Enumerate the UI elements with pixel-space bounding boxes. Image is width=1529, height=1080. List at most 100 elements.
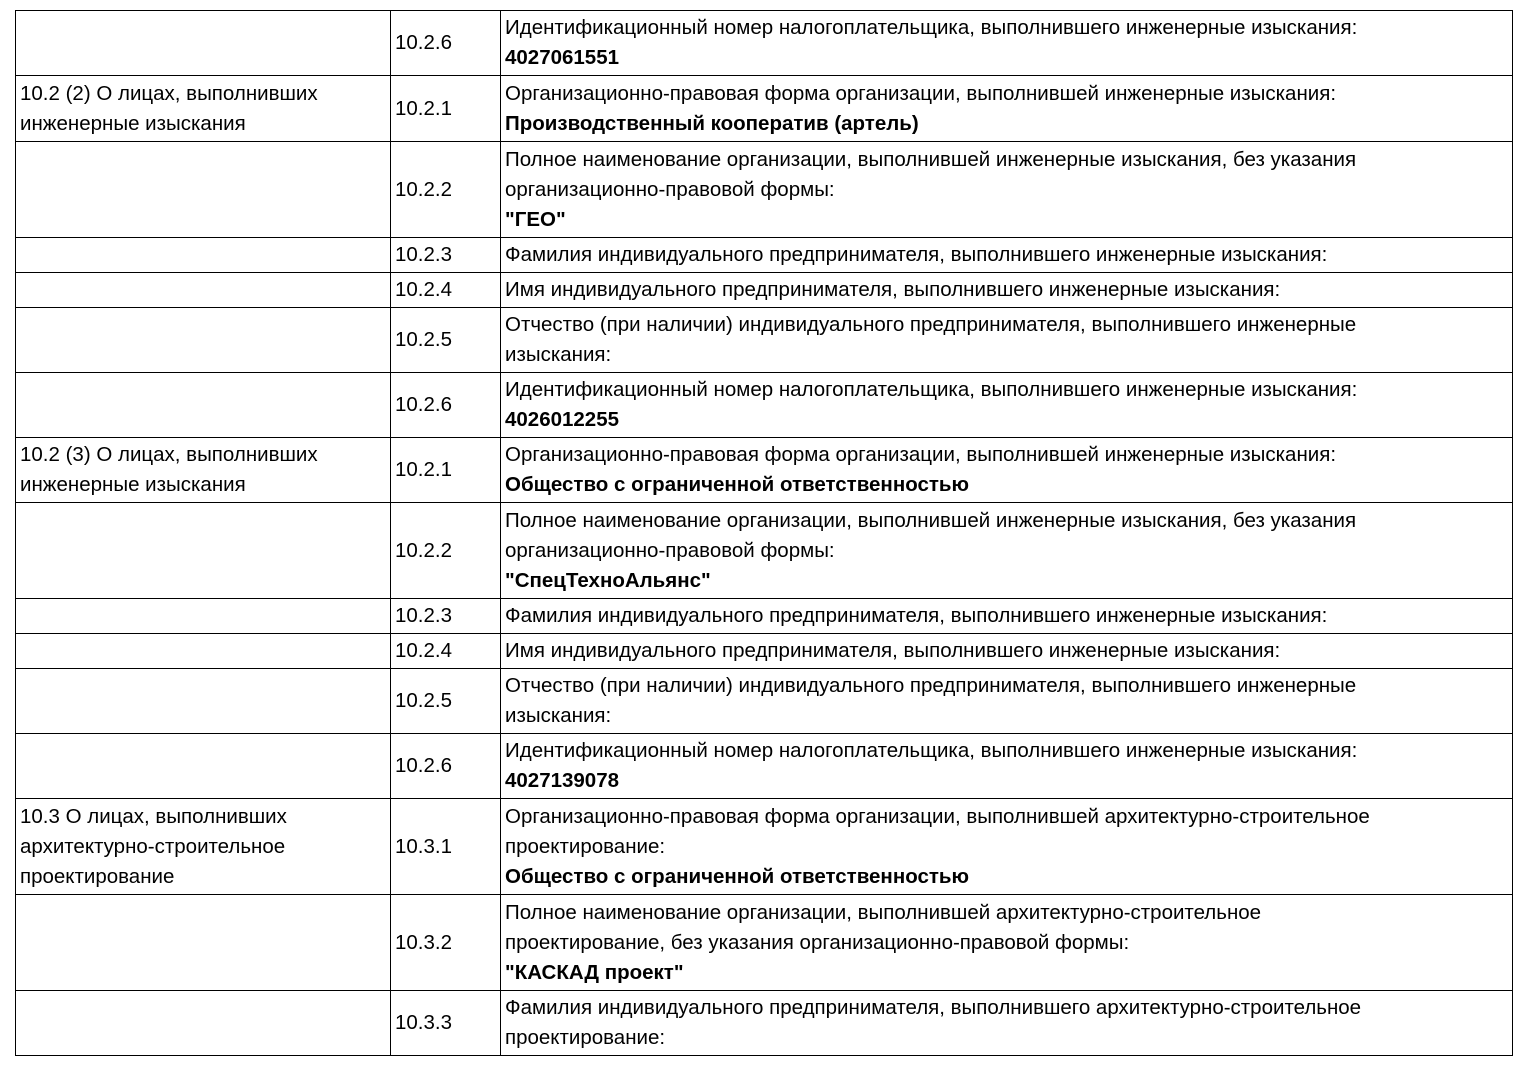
table-row: 10.2.5 Отчество (при наличии) индивидуаль… xyxy=(15,307,1513,373)
field-label: проектирование: xyxy=(505,834,666,858)
section-cell xyxy=(15,237,391,273)
code-cell: 10.2.6 xyxy=(390,10,501,76)
code-cell: 10.3.2 xyxy=(390,894,501,991)
item-code: 10.2.4 xyxy=(395,278,452,301)
field-label: Отчество (при наличии) индивидуального п… xyxy=(505,313,1357,336)
field-value: "ГЕО" xyxy=(505,207,566,231)
table-row: 10.2.2 Полное наименование организации, в… xyxy=(15,141,1513,238)
table-row: 10.3 О лицах, выполнивших архитектурно-ст… xyxy=(15,798,1513,895)
field-value: Общество с ограниченной ответственностью xyxy=(505,473,970,496)
section-cell xyxy=(15,307,391,373)
table-row: 10.2.6 Идентификационный номер налогоплат… xyxy=(15,733,1513,799)
document-table: 10.2.6 Идентификационный номер налогоплат… xyxy=(15,10,1513,1056)
code-cell: 10.2.6 xyxy=(390,372,501,438)
description-cell: Фамилия индивидуального предпринимателя,… xyxy=(500,237,1513,273)
section-title: архитектурно-строительное xyxy=(20,834,286,858)
field-value: Производственный кооператив (артель) xyxy=(505,111,919,135)
code-cell: 10.3.3 xyxy=(390,990,501,1056)
item-code: 10.2.5 xyxy=(395,689,452,712)
item-code: 10.3.3 xyxy=(395,1011,452,1034)
section-cell: 10.2 (2) О лицах, выполнивших инженерные … xyxy=(15,75,391,142)
section-title: 10.2 (2) О лицах, выполнивших xyxy=(20,81,318,105)
table-row: 10.3.3 Фамилия индивидуального предприним… xyxy=(15,990,1513,1056)
item-code: 10.2.6 xyxy=(395,31,452,54)
section-title: инженерные изыскания xyxy=(20,111,246,135)
section-title: проектирование xyxy=(20,864,175,888)
description-cell: Имя индивидуального предпринимателя, вып… xyxy=(500,633,1513,669)
section-cell xyxy=(15,372,391,438)
item-code: 10.3.2 xyxy=(395,930,452,954)
description-cell: Отчество (при наличии) индивидуального п… xyxy=(500,307,1513,373)
table-row: 10.2.6 Идентификационный номер налогоплат… xyxy=(15,10,1513,76)
field-value: 4027061551 xyxy=(505,46,620,69)
table-row: 10.3.2 Полное наименование организации, в… xyxy=(15,894,1513,991)
description-cell: Идентификационный номер налогоплательщик… xyxy=(500,10,1513,76)
section-cell xyxy=(15,10,391,76)
field-value: Общество с ограниченной ответственностью xyxy=(505,864,970,888)
description-cell: Идентификационный номер налогоплательщик… xyxy=(500,372,1513,438)
field-label: Полное наименование организации, выполни… xyxy=(505,900,1262,924)
description-cell: Отчество (при наличии) индивидуального п… xyxy=(500,668,1513,734)
code-cell: 10.2.1 xyxy=(390,75,501,142)
table-row: 10.2 (2) О лицах, выполнивших инженерные … xyxy=(15,75,1513,142)
field-label: Организационно-правовая форма организаци… xyxy=(505,81,1337,105)
item-code: 10.2.1 xyxy=(395,458,452,481)
code-cell: 10.2.4 xyxy=(390,633,501,669)
field-label: Фамилия индивидуального предпринимателя,… xyxy=(505,996,1362,1019)
item-code: 10.2.6 xyxy=(395,393,452,416)
description-cell: Полное наименование организации, выполни… xyxy=(500,502,1513,599)
field-label: Идентификационный номер налогоплательщик… xyxy=(505,16,1358,39)
item-code: 10.2.1 xyxy=(395,96,452,120)
section-title: инженерные изыскания xyxy=(20,473,246,496)
description-cell: Имя индивидуального предпринимателя, вып… xyxy=(500,272,1513,308)
section-cell: 10.2 (3) О лицах, выполнивших инженерные … xyxy=(15,437,391,503)
code-cell: 10.2.5 xyxy=(390,307,501,373)
code-cell: 10.2.4 xyxy=(390,272,501,308)
field-label: Идентификационный номер налогоплательщик… xyxy=(505,378,1358,401)
field-label: Организационно-правовая форма организаци… xyxy=(505,443,1337,466)
field-label: Полное наименование организации, выполни… xyxy=(505,508,1357,532)
table-row: 10.2.4 Имя индивидуального предпринимател… xyxy=(15,633,1513,669)
description-cell: Организационно-правовая форма организаци… xyxy=(500,75,1513,142)
code-cell: 10.2.5 xyxy=(390,668,501,734)
section-cell xyxy=(15,141,391,238)
field-label: проектирование, без указания организацио… xyxy=(505,930,1130,954)
code-cell: 10.2.1 xyxy=(390,437,501,503)
item-code: 10.2.2 xyxy=(395,177,452,201)
description-cell: Организационно-правовая форма организаци… xyxy=(500,437,1513,503)
section-cell xyxy=(15,598,391,634)
description-cell: Организационно-правовая форма организаци… xyxy=(500,798,1513,895)
table-row: 10.2.2 Полное наименование организации, в… xyxy=(15,502,1513,599)
item-code: 10.2.4 xyxy=(395,639,452,662)
field-label: Отчество (при наличии) индивидуального п… xyxy=(505,674,1357,697)
description-cell: Полное наименование организации, выполни… xyxy=(500,894,1513,991)
description-cell: Фамилия индивидуального предпринимателя,… xyxy=(500,990,1513,1056)
field-label: Полное наименование организации, выполни… xyxy=(505,147,1357,171)
table-row: 10.2.6 Идентификационный номер налогоплат… xyxy=(15,372,1513,438)
table-row: 10.2 (3) О лицах, выполнивших инженерные … xyxy=(15,437,1513,503)
code-cell: 10.3.1 xyxy=(390,798,501,895)
section-cell xyxy=(15,990,391,1056)
section-cell xyxy=(15,894,391,991)
table-row: 10.2.3 Фамилия индивидуального предприним… xyxy=(15,237,1513,273)
field-label: изыскания: xyxy=(505,343,612,366)
field-label: Фамилия индивидуального предпринимателя,… xyxy=(505,604,1328,627)
field-label: проектирование: xyxy=(505,1026,666,1049)
table-row: 10.2.3 Фамилия индивидуального предприним… xyxy=(15,598,1513,634)
section-cell xyxy=(15,502,391,599)
item-code: 10.2.3 xyxy=(395,243,452,266)
item-code: 10.2.5 xyxy=(395,328,452,351)
item-code: 10.2.6 xyxy=(395,754,452,777)
field-value: 4026012255 xyxy=(505,408,620,431)
table-row: 10.2.4 Имя индивидуального предпринимател… xyxy=(15,272,1513,308)
field-label: изыскания: xyxy=(505,704,612,727)
field-value: "КАСКАД проект" xyxy=(505,960,684,984)
section-cell xyxy=(15,668,391,734)
field-label: организационно-правовой формы: xyxy=(505,538,835,562)
item-code: 10.2.2 xyxy=(395,538,452,562)
description-cell: Идентификационный номер налогоплательщик… xyxy=(500,733,1513,799)
field-label: организационно-правовой формы: xyxy=(505,177,835,201)
description-cell: Фамилия индивидуального предпринимателя,… xyxy=(500,598,1513,634)
section-title: 10.3 О лицах, выполнивших xyxy=(20,804,287,828)
table-row: 10.2.5 Отчество (при наличии) индивидуаль… xyxy=(15,668,1513,734)
